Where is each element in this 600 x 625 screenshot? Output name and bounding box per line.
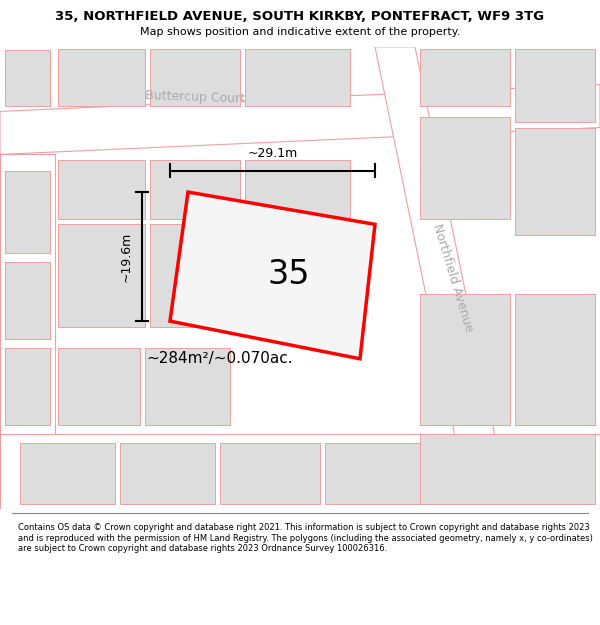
Text: 35, NORTHFIELD AVENUE, SOUTH KIRKBY, PONTEFRACT, WF9 3TG: 35, NORTHFIELD AVENUE, SOUTH KIRKBY, PON… (55, 10, 545, 23)
Text: 35: 35 (267, 258, 310, 291)
Polygon shape (58, 224, 145, 326)
Polygon shape (5, 50, 50, 106)
Polygon shape (420, 434, 595, 504)
Polygon shape (420, 294, 510, 426)
Polygon shape (5, 348, 50, 426)
Polygon shape (245, 160, 350, 219)
Polygon shape (515, 127, 595, 235)
Polygon shape (150, 224, 240, 326)
Polygon shape (245, 224, 340, 326)
Text: ~19.6m: ~19.6m (120, 231, 133, 282)
Polygon shape (245, 49, 350, 106)
Polygon shape (210, 211, 360, 339)
Polygon shape (420, 117, 510, 219)
Text: Northfield Avenue: Northfield Avenue (430, 222, 476, 334)
Polygon shape (375, 47, 510, 509)
Polygon shape (420, 49, 510, 106)
Polygon shape (5, 262, 50, 339)
Text: Map shows position and indicative extent of the property.: Map shows position and indicative extent… (140, 26, 460, 36)
Polygon shape (150, 160, 240, 219)
Polygon shape (515, 294, 595, 426)
Polygon shape (150, 49, 240, 106)
Polygon shape (0, 84, 600, 154)
Polygon shape (0, 154, 55, 434)
Polygon shape (220, 442, 320, 504)
Polygon shape (58, 160, 145, 219)
Polygon shape (58, 49, 145, 106)
Text: ~29.1m: ~29.1m (247, 147, 298, 160)
Polygon shape (515, 49, 595, 122)
Text: ~284m²/~0.070ac.: ~284m²/~0.070ac. (146, 351, 293, 366)
Text: Buttercup Court: Buttercup Court (145, 89, 245, 106)
Polygon shape (170, 192, 375, 359)
Polygon shape (325, 442, 420, 504)
Text: Contains OS data © Crown copyright and database right 2021. This information is : Contains OS data © Crown copyright and d… (18, 523, 593, 553)
Polygon shape (58, 348, 140, 426)
Polygon shape (0, 434, 600, 509)
Polygon shape (5, 171, 50, 253)
Polygon shape (20, 442, 115, 504)
Polygon shape (145, 348, 230, 426)
Polygon shape (120, 442, 215, 504)
